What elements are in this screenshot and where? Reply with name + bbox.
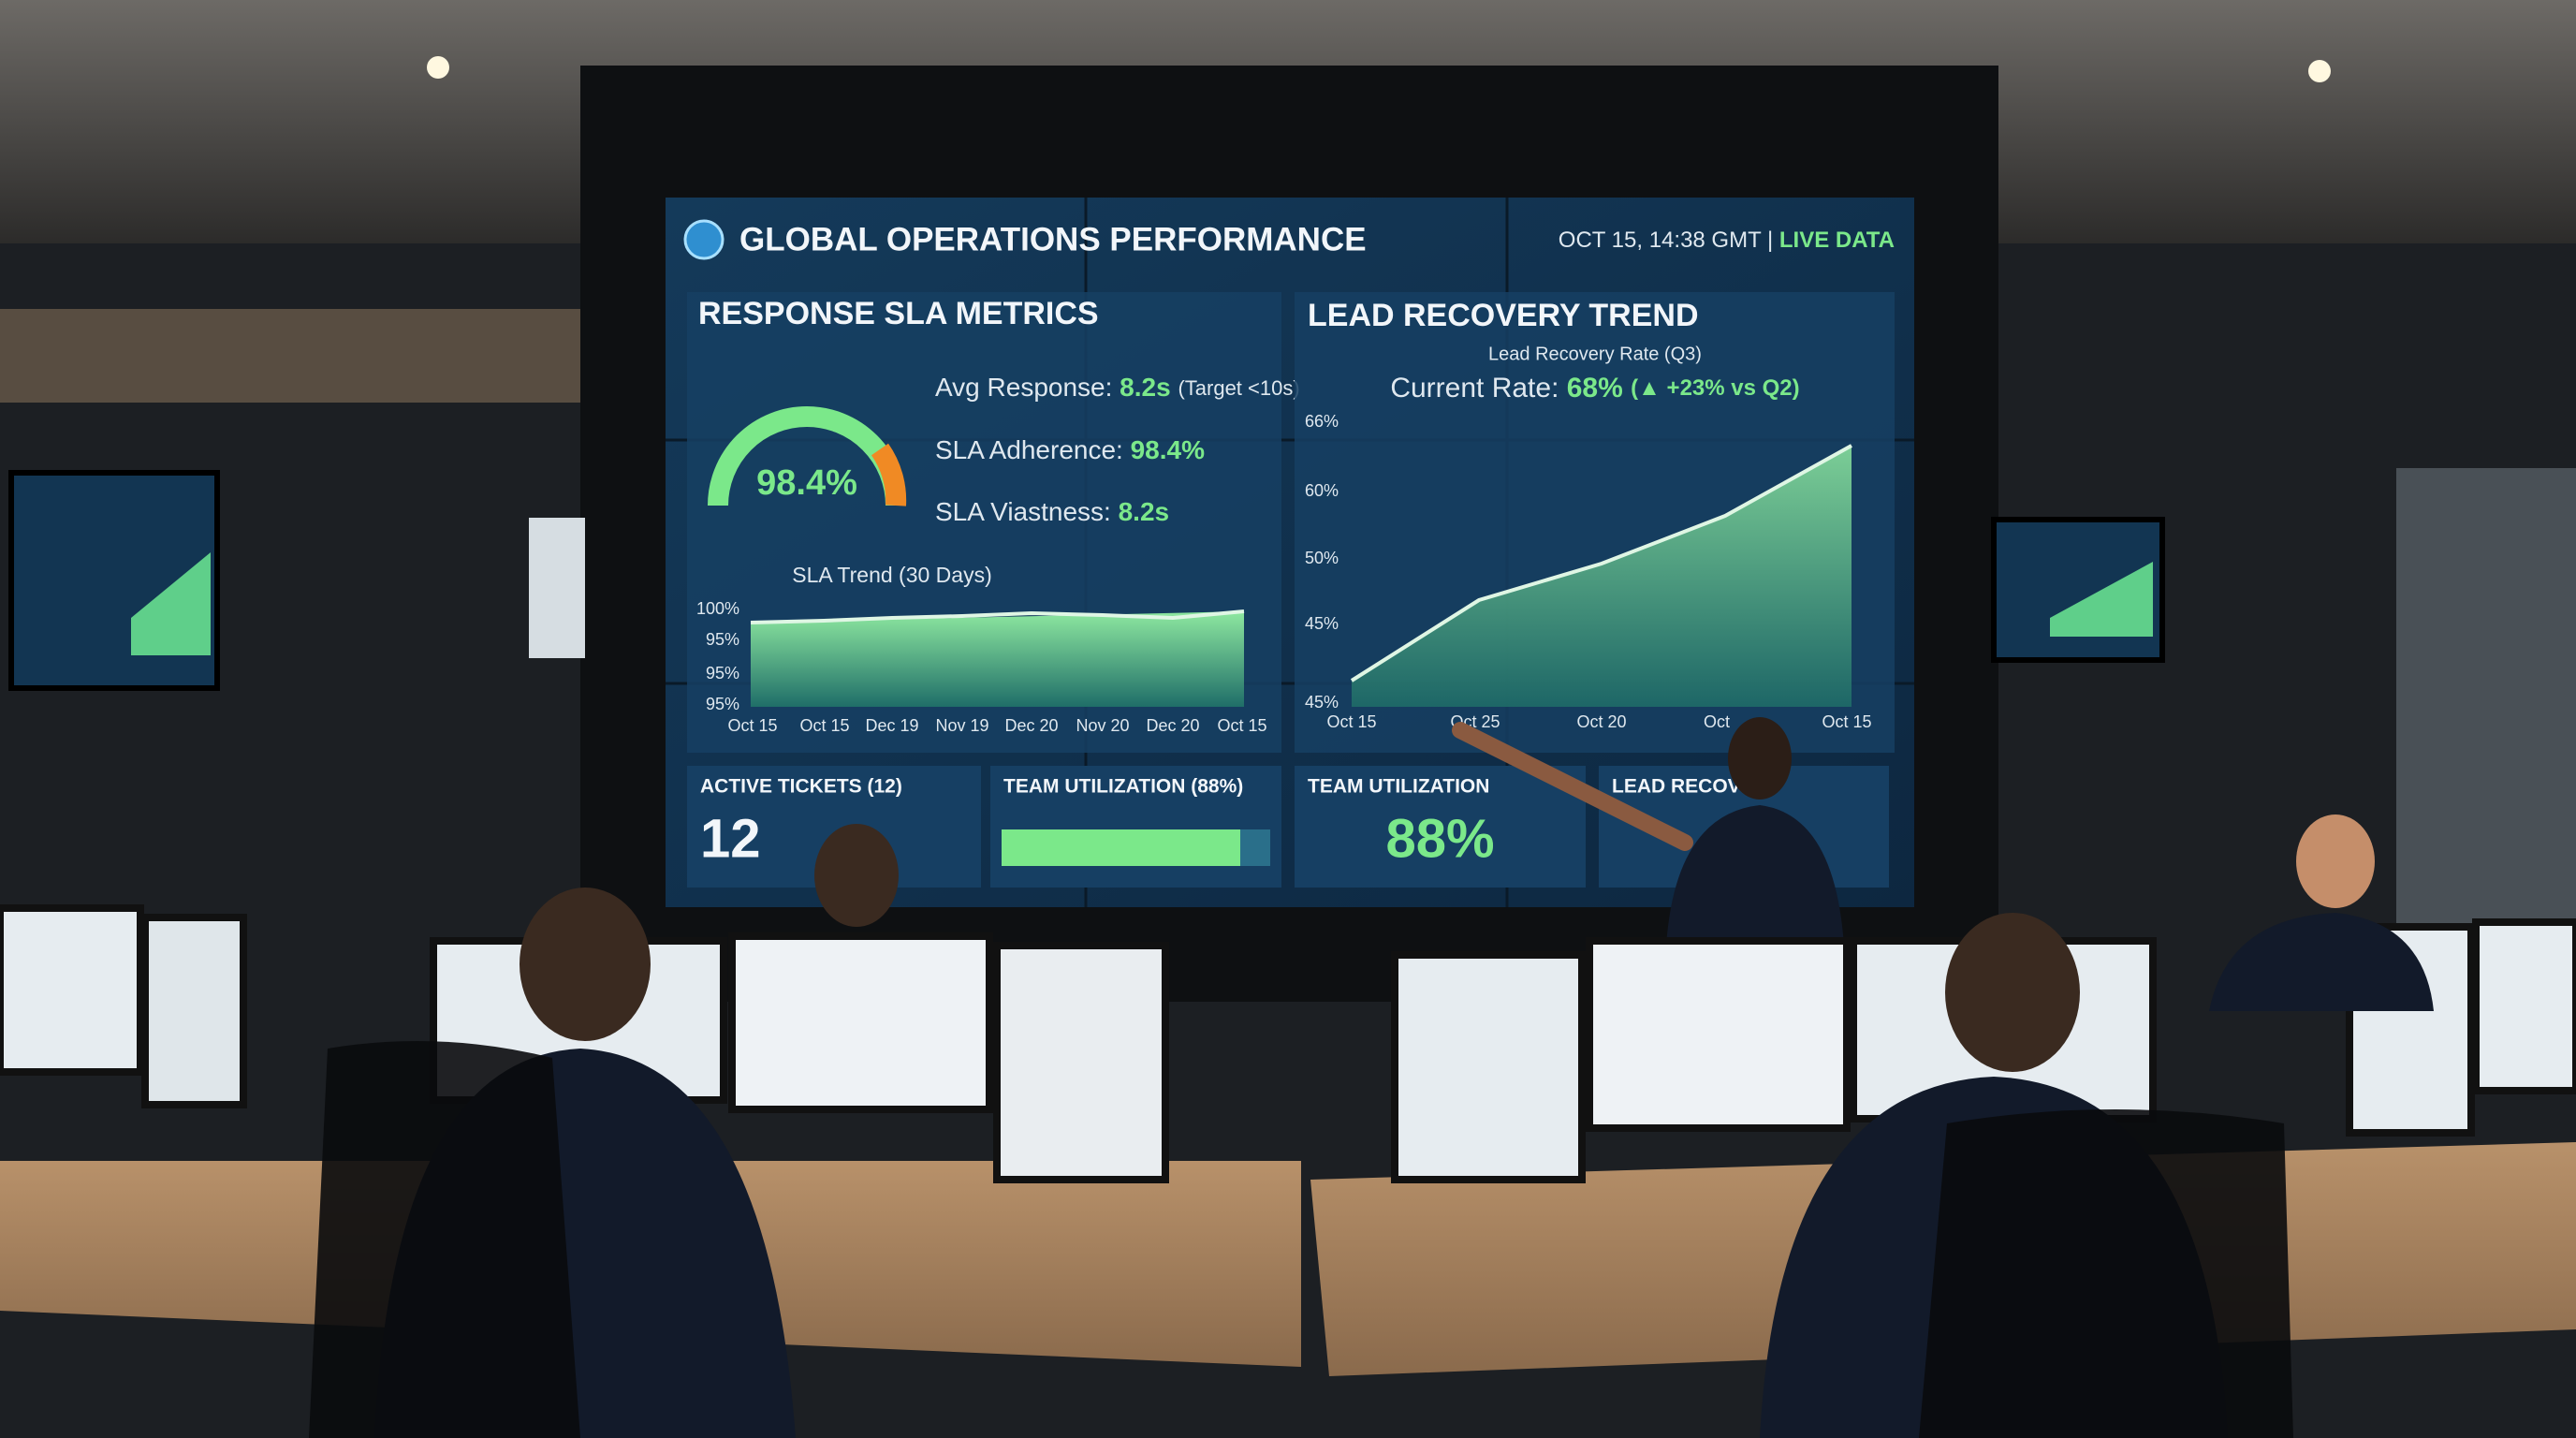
- x-label: Nov 20: [1076, 716, 1129, 735]
- monitor: [141, 914, 247, 1108]
- presenter-head: [1728, 717, 1792, 800]
- tile-label: TEAM UTILIZATION (88%): [1003, 776, 1243, 798]
- x-label: Oct 15: [1326, 712, 1376, 731]
- tile-value: 12: [700, 808, 761, 869]
- chair: [309, 1041, 580, 1438]
- lead-line: [1350, 444, 1852, 682]
- metric: Avg Response: 8.2s (Target <10s): [935, 373, 1300, 402]
- worker-head: [1945, 913, 2080, 1072]
- gauge-value: 98.4%: [756, 463, 857, 503]
- rate-label: Current Rate:: [1390, 373, 1559, 404]
- trend-area: [751, 611, 1244, 707]
- monitor: [993, 942, 1169, 1183]
- tile-value: 88%: [1385, 808, 1494, 869]
- tiles: ACTIVE TICKETS (12) 12 TEAM UTILIZATION (8…: [687, 766, 1889, 888]
- y-label: 95%: [706, 695, 739, 713]
- header-title: GLOBAL OPERATIONS PERFORMANCE: [739, 221, 1367, 257]
- monitor: [0, 904, 144, 1076]
- y-label: 100%: [696, 599, 739, 618]
- wall-light: [0, 309, 580, 403]
- utilization-fill: [1002, 829, 1240, 866]
- monitor: [2472, 918, 2576, 1094]
- side-screen: [529, 518, 585, 658]
- worker-head: [520, 888, 651, 1041]
- live-status: LIVE DATA: [1779, 227, 1895, 253]
- metric: SLA Viastness: 8.2s: [935, 497, 1169, 526]
- panel-title: LEAD RECOVERY TREND: [1308, 298, 1699, 333]
- current-rate: Current Rate: 68% (▲ +23% vs Q2): [1390, 373, 1799, 404]
- y-label: 95%: [706, 630, 739, 649]
- metric-value: 98.4%: [1131, 435, 1205, 464]
- tile-label: ACTIVE TICKETS (12): [700, 776, 902, 798]
- globe-icon: [683, 219, 724, 260]
- y-label: 45%: [1305, 693, 1339, 712]
- metric-label: SLA Adherence:: [935, 435, 1123, 464]
- gauge-arc-end: [871, 443, 907, 506]
- x-label: Dec 20: [1146, 716, 1199, 735]
- metric-label: Avg Response:: [935, 373, 1112, 402]
- x-label: Nov 19: [935, 716, 988, 735]
- y-label: 66%: [1305, 412, 1339, 431]
- tile: [990, 766, 1281, 888]
- y-label: 60%: [1305, 481, 1339, 500]
- x-label: Oct 15: [1217, 716, 1266, 735]
- metric-label: SLA Viastness:: [935, 497, 1111, 526]
- timestamp: OCT 15, 14:38 GMT |: [1559, 227, 1779, 253]
- worker-head: [2296, 814, 2375, 908]
- x-label: Oct 15: [799, 716, 849, 735]
- y-labels: 66% 60% 50% 45% 45%: [1305, 412, 1339, 712]
- ceiling-light: [427, 56, 449, 79]
- person-head: [814, 824, 899, 927]
- y-label: 95%: [706, 664, 739, 682]
- trend-title: SLA Trend (30 Days): [792, 563, 992, 587]
- rate-change: (▲ +23% vs Q2): [1631, 375, 1800, 401]
- x-label: Oct 20: [1576, 712, 1626, 731]
- tile-label: TEAM UTILIZATION: [1308, 776, 1489, 798]
- chair: [1919, 1109, 2293, 1438]
- header-time: OCT 15, 14:38 GMT | LIVE DATA: [1559, 227, 1895, 253]
- y-label: 45%: [1305, 614, 1339, 633]
- tile: [1295, 766, 1586, 888]
- x-label: Dec 19: [865, 716, 918, 735]
- x-label: Oct: [1704, 712, 1730, 731]
- panel-title: RESPONSE SLA METRICS: [698, 296, 1099, 331]
- metric-value: 8.2s: [1119, 497, 1170, 526]
- y-label: 50%: [1305, 549, 1339, 567]
- window: [2396, 468, 2576, 936]
- metric: SLA Adherence: 98.4%: [935, 435, 1205, 464]
- x-label: Dec 20: [1004, 716, 1058, 735]
- monitor: [1586, 937, 1851, 1132]
- y-labels: 100% 95% 95% 95%: [696, 599, 739, 713]
- worker-body: [2209, 913, 2434, 1011]
- x-label: Oct 15: [727, 716, 777, 735]
- trend-line: [750, 609, 1245, 624]
- monitor: [728, 932, 993, 1113]
- presenter-arm: [1452, 722, 1693, 851]
- presenter-body: [1666, 805, 1844, 946]
- side-chart: [2050, 562, 2153, 637]
- ceiling-light: [2308, 60, 2331, 82]
- x-labels: Oct 15 Oct 15 Dec 19 Nov 19 Dec 20 Nov 20 Dec …: [727, 716, 1266, 735]
- metrics: Avg Response: 8.2s (Target <10s) SLA Adhe…: [935, 373, 1300, 526]
- x-label: Oct 15: [1822, 712, 1871, 731]
- subtitle: Lead Recovery Rate (Q3): [1488, 344, 1702, 364]
- metric-value: 8.2s: [1120, 373, 1171, 402]
- lead-area: [1352, 446, 1852, 707]
- metric-note: (Target <10s): [1178, 376, 1299, 400]
- monitor: [1391, 951, 1586, 1183]
- rate-value: 68%: [1567, 373, 1623, 404]
- side-chart: [131, 552, 211, 655]
- tile-label: LEAD RECOV: [1612, 776, 1741, 798]
